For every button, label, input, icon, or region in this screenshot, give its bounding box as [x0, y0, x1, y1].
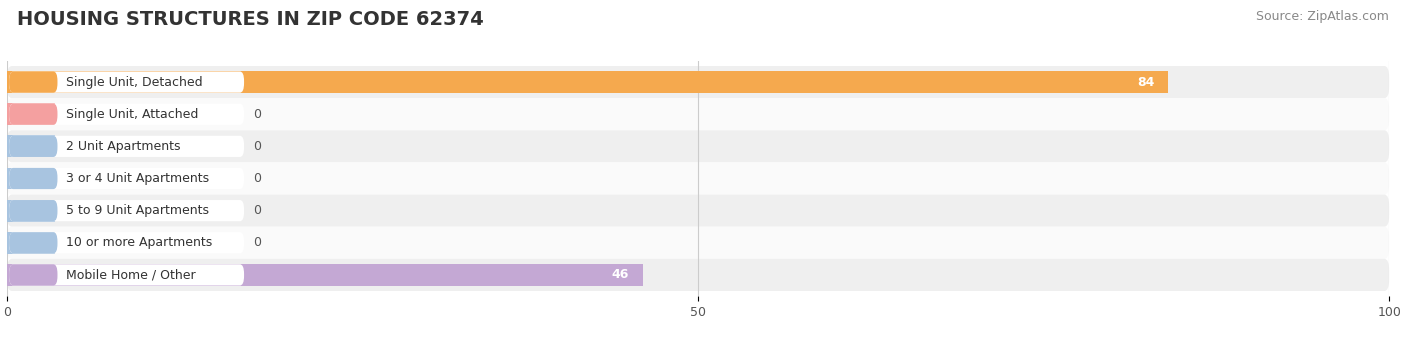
- Text: 0: 0: [253, 140, 262, 153]
- FancyBboxPatch shape: [8, 232, 58, 253]
- Bar: [7, 168, 55, 189]
- FancyBboxPatch shape: [8, 136, 58, 157]
- FancyBboxPatch shape: [7, 66, 1389, 98]
- Bar: [7, 232, 55, 254]
- Text: 5 to 9 Unit Apartments: 5 to 9 Unit Apartments: [66, 204, 209, 217]
- Text: 10 or more Apartments: 10 or more Apartments: [66, 236, 212, 249]
- Bar: [7, 135, 55, 157]
- Bar: [7, 200, 55, 222]
- Text: HOUSING STRUCTURES IN ZIP CODE 62374: HOUSING STRUCTURES IN ZIP CODE 62374: [17, 10, 484, 29]
- Text: 0: 0: [253, 172, 262, 185]
- Text: Single Unit, Detached: Single Unit, Detached: [66, 75, 202, 89]
- Bar: [7, 264, 643, 286]
- Text: 84: 84: [1137, 75, 1154, 89]
- FancyBboxPatch shape: [8, 136, 245, 157]
- FancyBboxPatch shape: [7, 98, 1389, 130]
- Bar: [7, 103, 55, 125]
- Text: 0: 0: [253, 204, 262, 217]
- Text: 0: 0: [253, 108, 262, 121]
- FancyBboxPatch shape: [7, 227, 1389, 259]
- FancyBboxPatch shape: [7, 259, 1389, 291]
- FancyBboxPatch shape: [8, 264, 58, 286]
- Text: 0: 0: [253, 236, 262, 249]
- Text: Source: ZipAtlas.com: Source: ZipAtlas.com: [1256, 10, 1389, 23]
- FancyBboxPatch shape: [8, 71, 245, 93]
- FancyBboxPatch shape: [8, 232, 245, 253]
- FancyBboxPatch shape: [7, 130, 1389, 163]
- FancyBboxPatch shape: [7, 194, 1389, 227]
- Text: 2 Unit Apartments: 2 Unit Apartments: [66, 140, 181, 153]
- FancyBboxPatch shape: [8, 264, 245, 286]
- FancyBboxPatch shape: [8, 168, 58, 189]
- FancyBboxPatch shape: [8, 168, 245, 189]
- Text: 46: 46: [612, 268, 628, 282]
- Bar: [7, 71, 1168, 93]
- FancyBboxPatch shape: [8, 71, 58, 93]
- FancyBboxPatch shape: [8, 200, 245, 221]
- FancyBboxPatch shape: [8, 104, 245, 125]
- Text: Mobile Home / Other: Mobile Home / Other: [66, 268, 195, 282]
- Text: 3 or 4 Unit Apartments: 3 or 4 Unit Apartments: [66, 172, 209, 185]
- FancyBboxPatch shape: [8, 200, 58, 221]
- Text: Single Unit, Attached: Single Unit, Attached: [66, 108, 198, 121]
- FancyBboxPatch shape: [7, 163, 1389, 194]
- FancyBboxPatch shape: [8, 104, 58, 125]
